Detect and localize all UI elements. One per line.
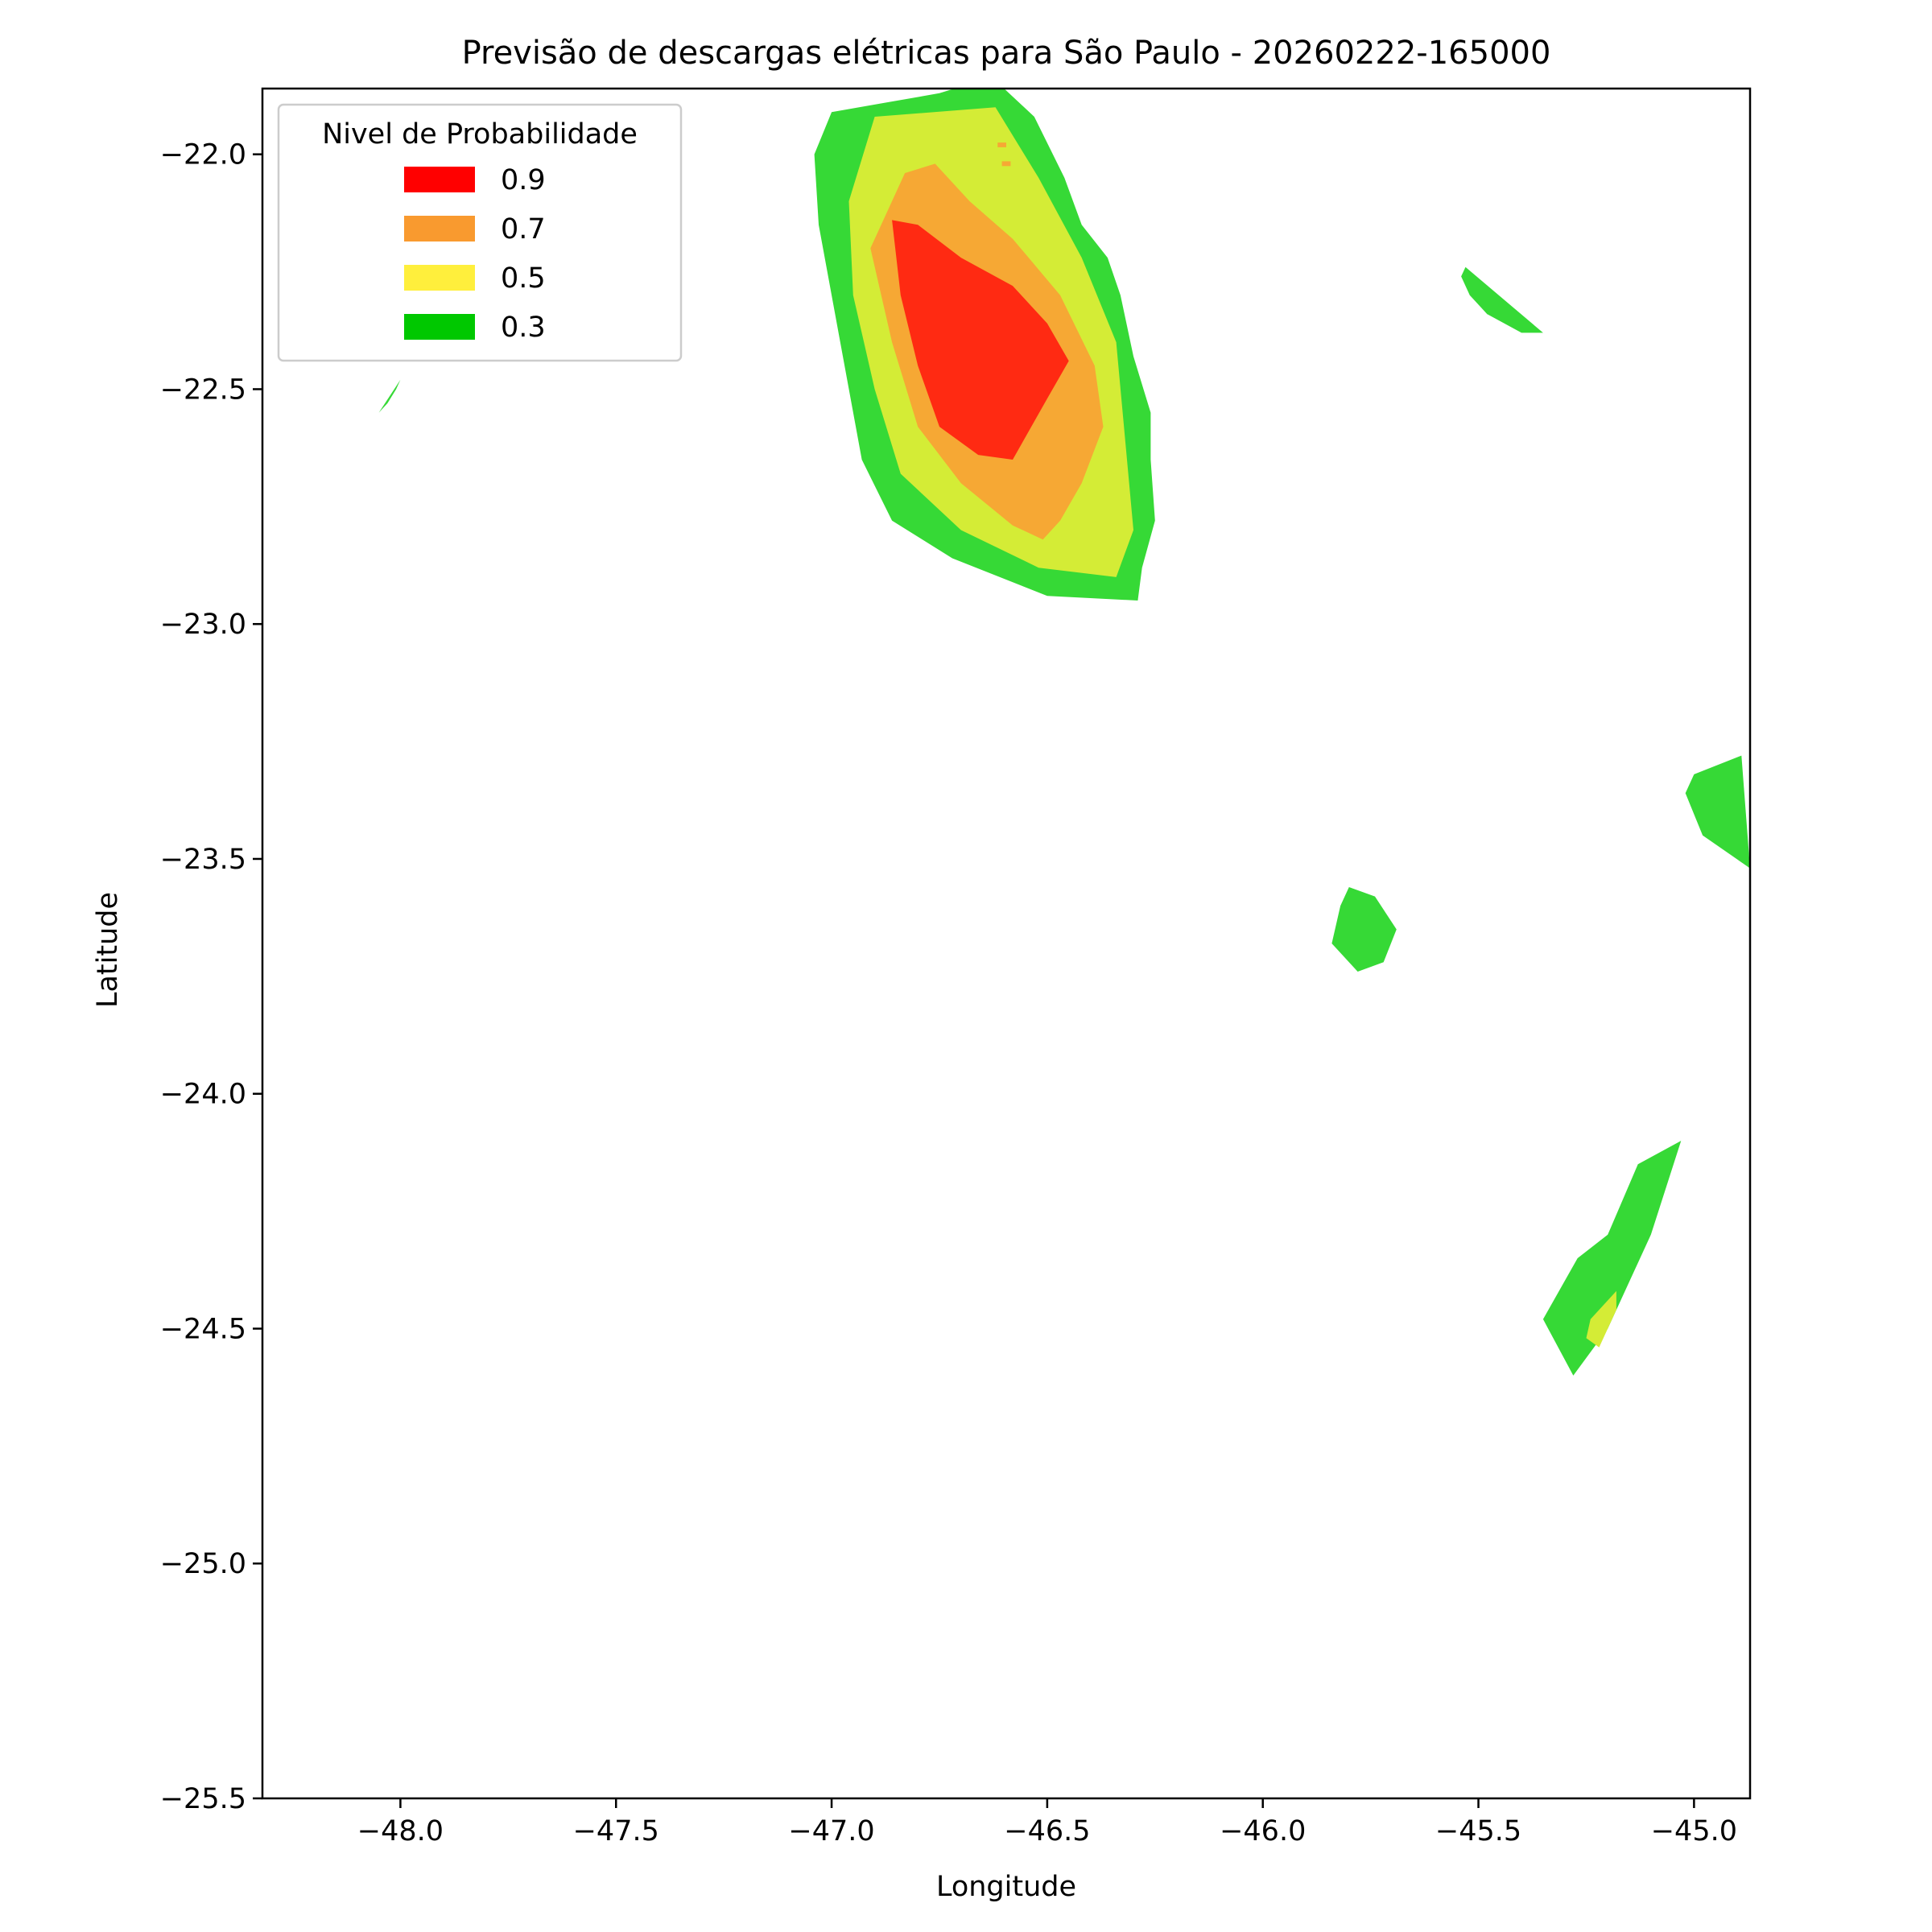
- region-cell-se-0.5: [1586, 1290, 1616, 1348]
- region-cell-e-0.3: [1685, 755, 1750, 869]
- legend-swatch: [404, 265, 475, 291]
- legend-title: Nivel de Probabilidade: [322, 118, 638, 151]
- region-cell-se-0.3: [1542, 1141, 1682, 1376]
- region-main-storm-0.7-specks: [997, 142, 1006, 147]
- legend-label: 0.3: [501, 312, 546, 344]
- legend-label: 0.5: [501, 262, 546, 295]
- y-tick-label: −24.0: [160, 1079, 246, 1111]
- legend: Nivel de Probabilidade 0.9 0.7 0.5 0.3: [277, 103, 683, 362]
- region-cell-center-0.3: [1331, 887, 1397, 972]
- x-tick-label: −48.0: [357, 1815, 444, 1847]
- legend-swatch: [404, 167, 475, 192]
- y-axis-label: Latitude: [92, 892, 124, 1008]
- y-tick-label: −24.5: [160, 1313, 246, 1345]
- legend-swatch: [404, 314, 475, 340]
- plot-area-frame: [261, 87, 1752, 1800]
- y-tick-label: −25.0: [160, 1548, 246, 1580]
- y-axis: −22.0 −22.5 −23.0 −23.5 −24.0 −24.5 −25.0 −25.5: [160, 139, 262, 1815]
- region-main-storm-0.9: [892, 220, 1069, 460]
- x-tick-label: −47.0: [788, 1815, 874, 1847]
- region-cell-ne-0.3: [1461, 266, 1543, 333]
- chart-title: Previsão de descargas elétricas para São…: [462, 35, 1551, 72]
- x-axis-label: Longitude: [936, 1871, 1076, 1903]
- legend-entries: 0.9 0.7 0.5 0.3: [404, 164, 546, 344]
- x-tick-label: −45.0: [1651, 1815, 1737, 1847]
- legend-label: 0.9: [501, 164, 546, 196]
- region-cell-w-0.3: [378, 379, 401, 413]
- y-tick-label: −23.0: [160, 609, 246, 641]
- x-tick-label: −45.5: [1435, 1815, 1521, 1847]
- region-main-storm-0.7-specks-2: [1001, 161, 1011, 167]
- x-tick-label: −47.5: [573, 1815, 659, 1847]
- x-tick-label: −46.0: [1220, 1815, 1306, 1847]
- legend-swatch: [404, 216, 475, 242]
- y-tick-label: −25.5: [160, 1783, 246, 1815]
- legend-label: 0.7: [501, 213, 546, 246]
- y-tick-label: −22.0: [160, 139, 246, 171]
- x-tick-label: −46.5: [1004, 1815, 1090, 1847]
- y-tick-label: −23.5: [160, 844, 246, 876]
- legend-frame: [277, 103, 683, 362]
- probability-regions: [378, 89, 1750, 1376]
- y-tick-label: −22.5: [160, 374, 246, 406]
- x-axis: −48.0 −47.5 −47.0 −46.5 −46.0 −45.5 −45.0: [357, 1798, 1737, 1847]
